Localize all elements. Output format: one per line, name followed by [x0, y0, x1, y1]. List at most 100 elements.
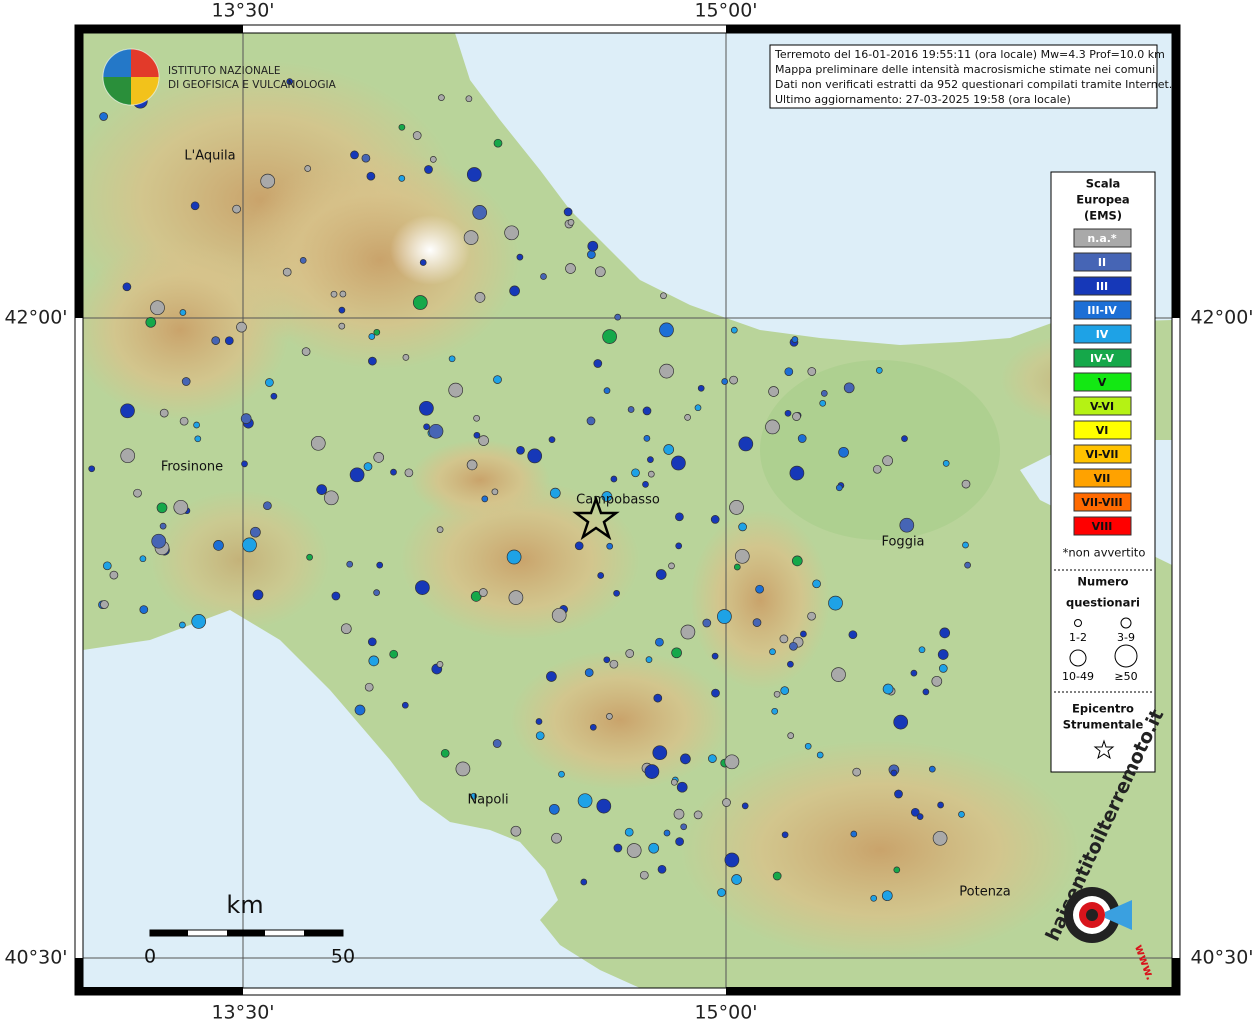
- intensity-point: [791, 555, 803, 567]
- intensity-point: [242, 537, 257, 553]
- legend-title: (EMS): [1084, 209, 1122, 223]
- intensity-point: [769, 648, 776, 656]
- epicenter-star: [572, 495, 620, 541]
- intensity-point: [535, 731, 545, 741]
- intensity-point: [286, 78, 294, 85]
- scale-label: 0: [144, 946, 156, 968]
- intensity-point: [850, 830, 858, 838]
- intensity-point: [159, 522, 167, 530]
- frame: [74, 24, 1181, 996]
- intensity-point: [787, 732, 795, 739]
- intensity-point: [419, 400, 434, 416]
- intensity-point: [151, 533, 167, 549]
- info-line: Terremoto del 16-01-2016 19:55:11 (ora l…: [774, 48, 1165, 61]
- intensity-point: [589, 723, 597, 731]
- intensity-point: [419, 259, 427, 266]
- intensity-point: [548, 803, 560, 815]
- intensity-point: [784, 367, 794, 377]
- intensity-point: [910, 669, 918, 677]
- intensity-point: [807, 367, 817, 376]
- intensity-point: [99, 112, 108, 121]
- intensity-point: [721, 378, 729, 385]
- intensity-point: [587, 240, 599, 252]
- intensity-point: [412, 295, 428, 310]
- intensity-point: [270, 392, 278, 400]
- legend-swatch: [1073, 228, 1132, 248]
- intensity-point: [659, 322, 674, 338]
- count-label: 10-49: [1062, 670, 1094, 683]
- intensity-point: [265, 378, 274, 387]
- intensity-point: [613, 843, 623, 853]
- intensity-point: [346, 560, 354, 568]
- intensity-point: [401, 701, 409, 709]
- intensity-point: [702, 618, 712, 628]
- intensity-point: [173, 499, 189, 515]
- intensity-point: [717, 609, 732, 624]
- legend-swatch: [1073, 300, 1132, 320]
- intensity-point: [781, 831, 789, 839]
- intensity-point: [597, 572, 605, 579]
- intensity-point: [493, 375, 502, 384]
- legend: Scala Europea (EMS) *non avvertito Numer…: [1050, 171, 1156, 773]
- intensity-point: [642, 406, 652, 416]
- intensity-point: [465, 95, 473, 103]
- intensity-point: [455, 761, 471, 777]
- intensity-point: [708, 754, 717, 763]
- intensity-point: [657, 864, 667, 874]
- intensity-point: [819, 399, 827, 407]
- legend-title: Strumentale: [1063, 718, 1144, 732]
- intensity-point: [145, 316, 157, 328]
- lon-label: 13°30': [211, 1002, 274, 1024]
- legend-label: V: [1098, 376, 1107, 389]
- intensity-point: [323, 490, 339, 506]
- lon-label: 15°00': [694, 1002, 757, 1024]
- intensity-point: [367, 637, 377, 647]
- scale-label: 50: [331, 946, 355, 968]
- intensity-point: [890, 769, 898, 777]
- count-label: 1-2: [1069, 631, 1087, 644]
- intensity-point: [587, 250, 596, 259]
- intensity-point: [603, 387, 611, 394]
- intensity-point: [100, 600, 109, 609]
- intensity-point: [653, 693, 663, 703]
- intensity-point: [551, 832, 562, 844]
- intensity-point: [675, 512, 684, 522]
- intensity-point: [894, 789, 903, 799]
- ingv-logo: ISTITUTO NAZIONALE DI GEOFISICA E VULCAN…: [102, 48, 337, 106]
- intensity-point: [922, 688, 930, 696]
- intensity-point: [316, 484, 328, 495]
- intensity-point: [680, 753, 691, 765]
- intensity-point: [835, 484, 843, 492]
- lat-label: 42°00': [4, 307, 67, 329]
- intensity-point: [614, 313, 622, 321]
- intensity-point: [882, 683, 894, 695]
- intensity-point: [791, 336, 799, 343]
- intensity-point: [645, 656, 653, 663]
- intensity-point: [577, 793, 593, 809]
- institute-name: DI GEOFISICA E VULCANOLOGIA: [168, 79, 337, 91]
- tyrrhenian-sea: [83, 610, 640, 988]
- intensity-point: [361, 153, 371, 163]
- legend-swatch: [1073, 396, 1132, 416]
- intensity-point: [306, 553, 313, 561]
- intensity-point: [299, 257, 307, 264]
- intensity-point: [368, 356, 377, 366]
- intensity-point: [642, 481, 649, 488]
- intensity-point: [670, 778, 678, 786]
- intensity-point: [724, 852, 740, 868]
- intensity-point: [574, 541, 584, 551]
- intensity-point: [644, 764, 660, 779]
- intensity-point: [831, 667, 846, 682]
- legend-title: Scala: [1086, 177, 1121, 191]
- intensity-point: [546, 671, 557, 682]
- intensity-point: [717, 888, 726, 897]
- intensity-point: [852, 767, 862, 777]
- intensity-point: [603, 656, 611, 664]
- intensity-point: [339, 290, 347, 298]
- intensity-point: [931, 675, 943, 687]
- intensity-point: [731, 874, 742, 885]
- intensity-point: [643, 435, 651, 442]
- intensity-point: [551, 607, 567, 623]
- count-label: ≥50: [1114, 670, 1137, 683]
